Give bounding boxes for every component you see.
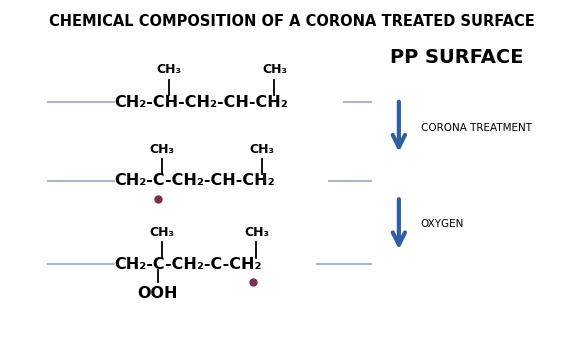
- Text: CH₃: CH₃: [262, 63, 287, 76]
- Text: CH₂-C-CH₂-C-CH₂: CH₂-C-CH₂-C-CH₂: [114, 257, 262, 272]
- Text: CHEMICAL COMPOSITION OF A CORONA TREATED SURFACE: CHEMICAL COMPOSITION OF A CORONA TREATED…: [49, 14, 535, 28]
- Text: CH₃: CH₃: [156, 63, 181, 76]
- Text: OXYGEN: OXYGEN: [421, 219, 464, 229]
- Text: OOH: OOH: [137, 286, 178, 302]
- Text: PP SURFACE: PP SURFACE: [390, 48, 523, 67]
- Text: CH₃: CH₃: [149, 226, 174, 239]
- Text: CH₃: CH₃: [244, 226, 269, 239]
- Text: CH₂-CH-CH₂-CH-CH₂: CH₂-CH-CH₂-CH-CH₂: [114, 95, 288, 110]
- Text: CORONA TREATMENT: CORONA TREATMENT: [421, 124, 532, 133]
- Text: CH₂-C-CH₂-CH-CH₂: CH₂-C-CH₂-CH-CH₂: [114, 173, 274, 188]
- Text: CH₃: CH₃: [149, 143, 174, 156]
- Text: CH₃: CH₃: [249, 143, 274, 156]
